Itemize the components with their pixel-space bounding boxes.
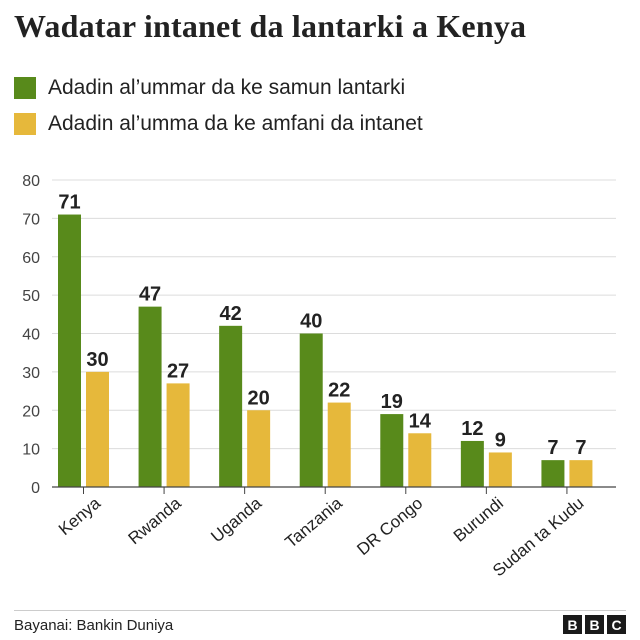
y-tick-label: 60 (22, 250, 40, 267)
legend-item-internet: Adadin al’umma da ke amfani da intanet (14, 106, 423, 142)
data-label: 42 (220, 303, 242, 325)
data-label: 12 (461, 418, 483, 440)
category-label: DR Congo (353, 494, 426, 560)
bar (488, 452, 512, 487)
y-tick-label: 10 (22, 442, 40, 459)
data-label: 40 (300, 311, 322, 333)
data-label: 47 (139, 284, 161, 306)
y-tick-label: 50 (22, 288, 40, 305)
category-label: Tanzania (281, 493, 346, 552)
bar (460, 440, 484, 487)
bar (408, 433, 432, 487)
bar (380, 414, 404, 487)
category-label: Uganda (207, 493, 265, 546)
data-label: 9 (495, 429, 506, 451)
bar (58, 214, 81, 487)
bar (86, 371, 109, 487)
legend-swatch-electricity (14, 77, 36, 99)
bar (219, 325, 243, 487)
bbc-logo-block: B (585, 615, 604, 634)
legend-item-electricity: Adadin al’ummar da ke samun lantarki (14, 70, 423, 106)
data-label: 19 (381, 391, 403, 413)
data-label: 7 (547, 437, 558, 459)
y-tick-label: 20 (22, 403, 40, 420)
data-label: 20 (248, 387, 270, 409)
bbc-logo-block: C (607, 615, 626, 634)
data-label: 7 (575, 437, 586, 459)
category-label: Burundi (450, 494, 507, 546)
bbc-logo-block: B (563, 615, 582, 634)
legend-label-electricity: Adadin al’ummar da ke samun lantarki (48, 76, 406, 99)
category-label: Rwanda (125, 493, 185, 548)
legend: Adadin al’ummar da ke samun lantarki Ada… (14, 70, 423, 142)
bar (299, 333, 323, 487)
bar (541, 460, 565, 487)
category-label: Kenya (55, 493, 105, 539)
y-tick-label: 80 (22, 173, 40, 190)
y-tick-label: 30 (22, 365, 40, 382)
legend-swatch-internet (14, 113, 36, 135)
legend-label-internet: Adadin al’umma da ke amfani da intanet (48, 112, 423, 135)
bar (569, 460, 593, 487)
data-label: 71 (58, 192, 80, 214)
data-label: 14 (409, 410, 432, 432)
bar (327, 402, 351, 487)
data-label: 27 (167, 360, 189, 382)
y-tick-label: 70 (22, 211, 40, 228)
bar (247, 410, 271, 487)
bar (138, 306, 162, 487)
chart-title: Wadatar intanet da lantarki a Kenya (14, 8, 527, 44)
y-tick-label: 0 (31, 480, 40, 497)
y-tick-label: 40 (22, 327, 40, 344)
data-label: 30 (86, 349, 108, 371)
source-note: Bayanai: Bankin Duniya (14, 617, 174, 634)
data-label: 22 (328, 380, 350, 402)
bar (166, 383, 190, 487)
footer-divider (14, 610, 626, 611)
bbc-logo: B B C (563, 615, 626, 634)
